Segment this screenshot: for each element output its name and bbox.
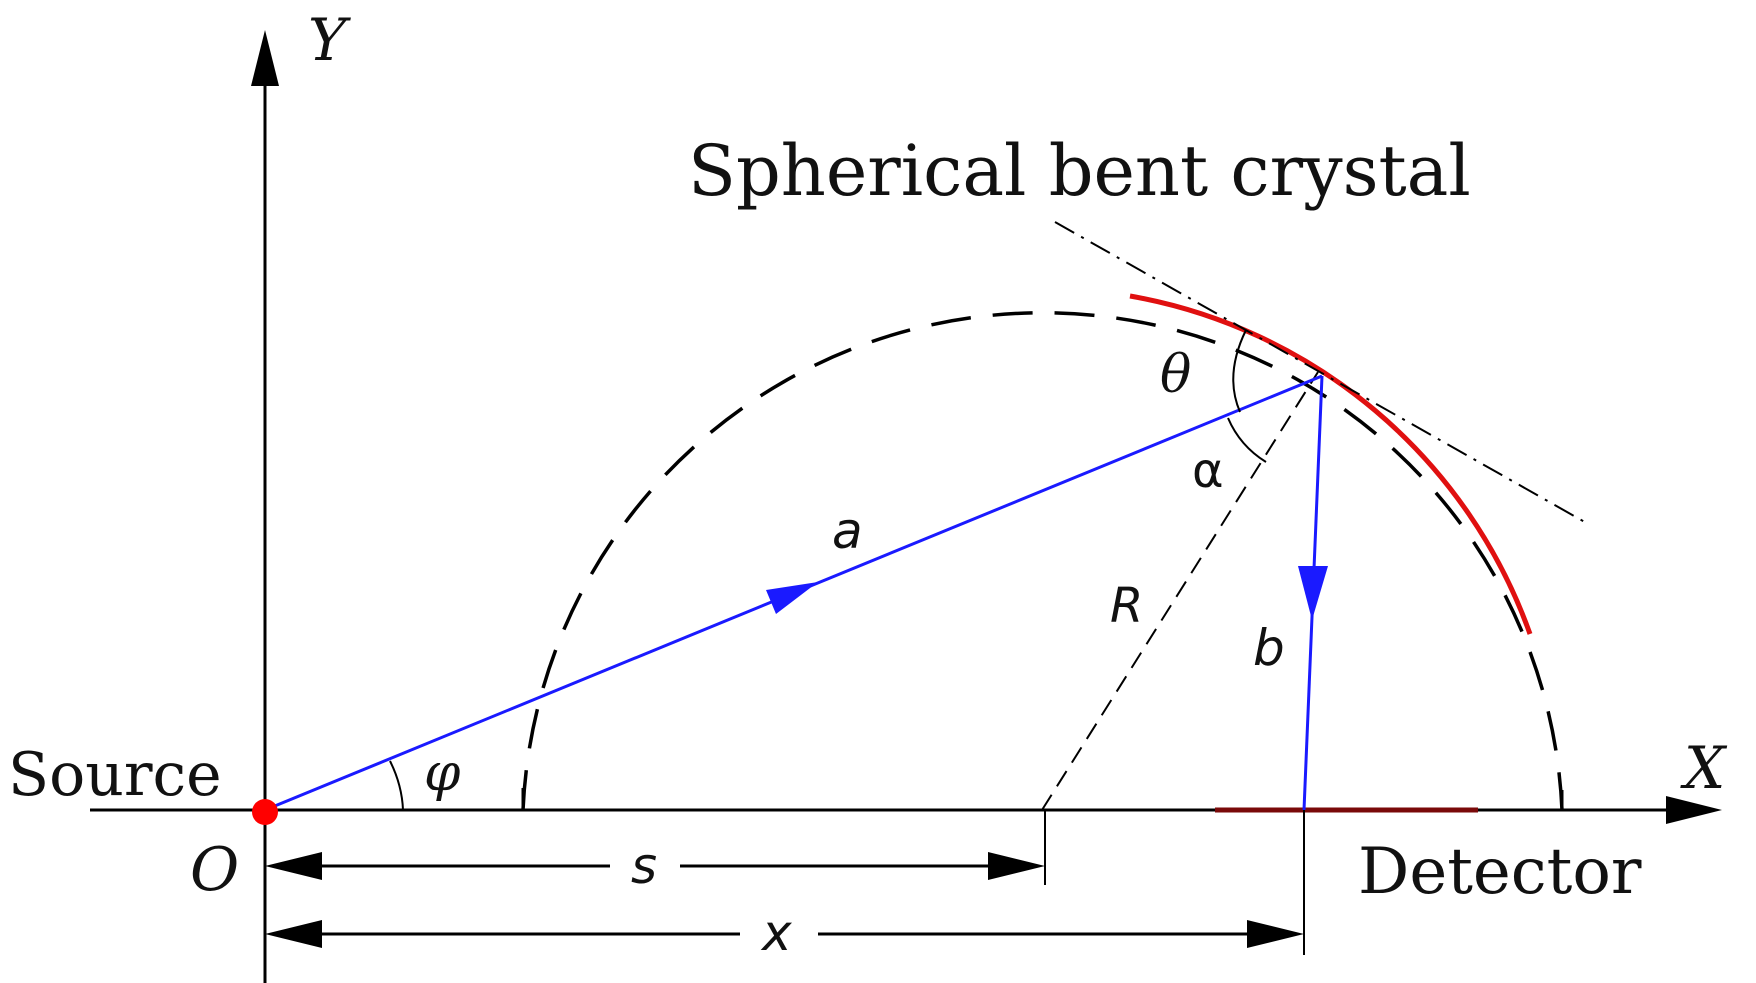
incident-ray-arrowhead — [766, 582, 818, 614]
reflected-ray-arrowhead — [1298, 566, 1328, 620]
origin-label: O — [190, 835, 239, 905]
dimension-x-label: x — [760, 904, 792, 962]
y-axis-label: Y — [308, 6, 351, 74]
crystal-label: Spherical bent crystal — [688, 130, 1471, 212]
source-dot — [252, 799, 278, 825]
dimension-x-arrow-left — [265, 920, 322, 948]
source-label: Source — [8, 740, 222, 810]
crystal-tangent-line — [1054, 221, 1591, 526]
radius-line — [1041, 371, 1319, 811]
dimension-s-label: s — [631, 837, 657, 895]
alpha-angle-arc — [1227, 417, 1267, 463]
theta-angle-arc — [1232, 329, 1247, 413]
ray-b-label: b — [1253, 619, 1285, 677]
dimension-x-arrow-right — [1247, 920, 1304, 948]
phi-label: φ — [424, 743, 461, 803]
focusing-circle-dashed — [521, 311, 1564, 811]
phi-angle-arc — [389, 760, 404, 811]
dimension-s-arrow-right — [988, 852, 1045, 880]
spherical-bent-crystal-arc — [1129, 293, 1533, 635]
theta-label: θ — [1160, 345, 1191, 405]
ray-a-label: a — [832, 502, 863, 560]
alpha-label: α — [1192, 443, 1224, 499]
x-axis-arrowhead — [1666, 796, 1722, 824]
x-axis-label: X — [1680, 734, 1728, 802]
radius-label: R — [1110, 578, 1143, 634]
y-axis-arrowhead — [251, 30, 279, 86]
detector-label: Detector — [1358, 835, 1642, 909]
dimension-s-arrow-left — [265, 852, 322, 880]
